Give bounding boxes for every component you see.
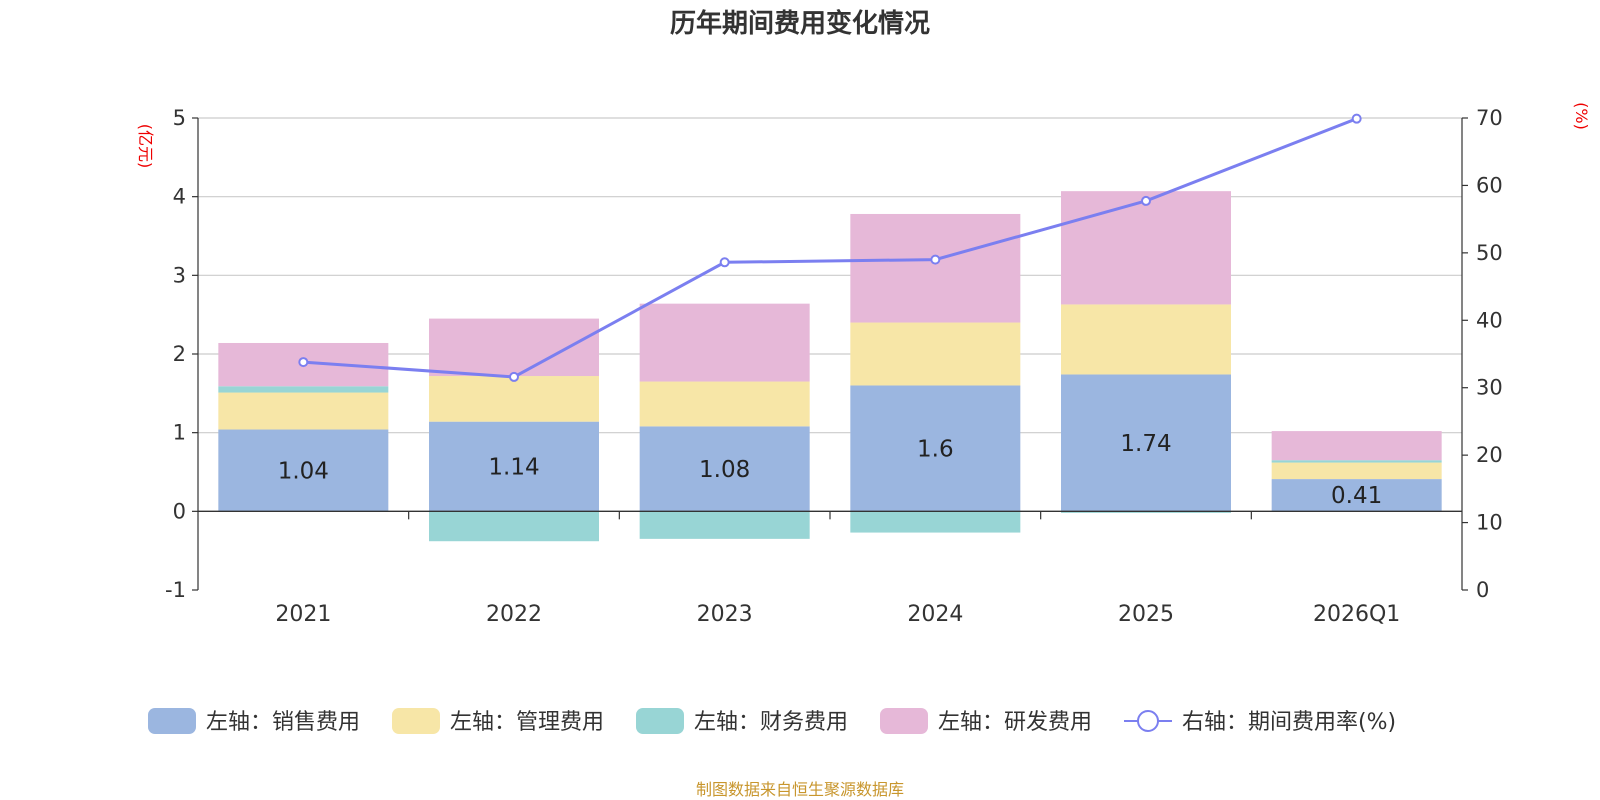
legend-label: 左轴：管理费用 [450, 710, 604, 735]
rate-point [298, 357, 309, 368]
bar-segment [218, 392, 389, 430]
bars-group [218, 191, 1442, 542]
right-tick-label: 50 [1476, 241, 1503, 265]
legend-swatch [636, 708, 684, 734]
bar-segment [850, 511, 1021, 533]
legend-marker-icon [1137, 710, 1159, 732]
category-label: 2024 [907, 602, 963, 627]
bar-segment [218, 429, 389, 512]
bar-segment [1061, 304, 1231, 375]
left-tick-label: 3 [173, 263, 186, 287]
bar-segment [1271, 460, 1442, 463]
left-tick-label: 5 [173, 106, 186, 130]
legend-label: 右轴：期间费用率(%) [1182, 710, 1396, 735]
bar-segment [639, 511, 810, 539]
right-axis-unit: (%) [1572, 102, 1591, 130]
left-tick-label: -1 [165, 578, 186, 602]
right-tick-label: 70 [1476, 106, 1503, 130]
bar-segment [639, 303, 810, 382]
rate-point [1141, 195, 1151, 206]
left-tick-label: 4 [173, 185, 186, 209]
bar-segment [429, 511, 599, 542]
right-tick-label: 10 [1476, 511, 1503, 535]
bar-data-label: 1.6 [917, 436, 954, 462]
bar-segment [429, 318, 599, 377]
bar-segment [1061, 191, 1231, 305]
legend-label: 左轴：销售费用 [206, 710, 360, 735]
legend-swatch [392, 708, 440, 734]
category-label: 2022 [486, 602, 542, 627]
source-note: 制图数据来自恒生聚源数据库 [696, 780, 904, 799]
category-label: 2025 [1118, 602, 1174, 627]
category-label: 2023 [697, 602, 753, 627]
category-label: 2026Q1 [1313, 602, 1400, 627]
bar-data-label: 1.08 [699, 457, 750, 483]
bar-segment [1271, 431, 1442, 461]
rate-line [303, 117, 1358, 379]
bar-segment [1061, 511, 1231, 513]
bar-segment [1061, 374, 1231, 512]
rate-point [1351, 113, 1362, 124]
right-tick-label: 40 [1476, 308, 1503, 332]
bar-segment [429, 376, 599, 422]
rate-point [930, 254, 941, 265]
bar-segment [1271, 479, 1442, 512]
chart-title: 历年期间费用变化情况 [670, 8, 930, 39]
left-tick-label: 0 [173, 499, 186, 523]
bar-data-label: 0.41 [1331, 483, 1382, 509]
bar-segment [639, 426, 810, 512]
legend-label: 左轴：财务费用 [694, 710, 848, 735]
legend: 左轴：销售费用 左轴：管理费用 左轴：财务费用 左轴：研发费用 右轴：期间费用率(%) [148, 708, 1396, 735]
bar-data-label: 1.04 [278, 458, 329, 484]
left-tick-label: 2 [173, 342, 186, 366]
bar-segment [218, 386, 389, 393]
bar-segment [1271, 462, 1442, 480]
right-tick-label: 0 [1476, 578, 1489, 602]
legend-swatch [148, 708, 196, 734]
bar-segment [850, 385, 1021, 512]
bar-data-label: 1.74 [1120, 431, 1171, 457]
rate-line-group [298, 113, 1362, 382]
right-tick-label: 60 [1476, 173, 1503, 197]
data-labels-group: 1.04 1.14 1.08 1.6 1.74 0.41 [278, 431, 1383, 509]
right-tick-label: 30 [1476, 376, 1503, 400]
rate-point [719, 257, 730, 268]
left-axis-unit: (亿元) [136, 124, 155, 169]
legend-label: 左轴：研发费用 [938, 710, 1092, 735]
bar-segment [639, 381, 810, 427]
rate-point [509, 371, 519, 382]
category-label: 2021 [275, 602, 331, 627]
left-tick-label: 1 [173, 421, 186, 445]
bar-segment [850, 322, 1021, 386]
bar-segment [429, 421, 599, 512]
legend-swatch [880, 708, 928, 734]
right-tick-label: 20 [1476, 443, 1503, 467]
bar-data-label: 1.14 [488, 454, 539, 480]
bar-segment [850, 213, 1021, 323]
